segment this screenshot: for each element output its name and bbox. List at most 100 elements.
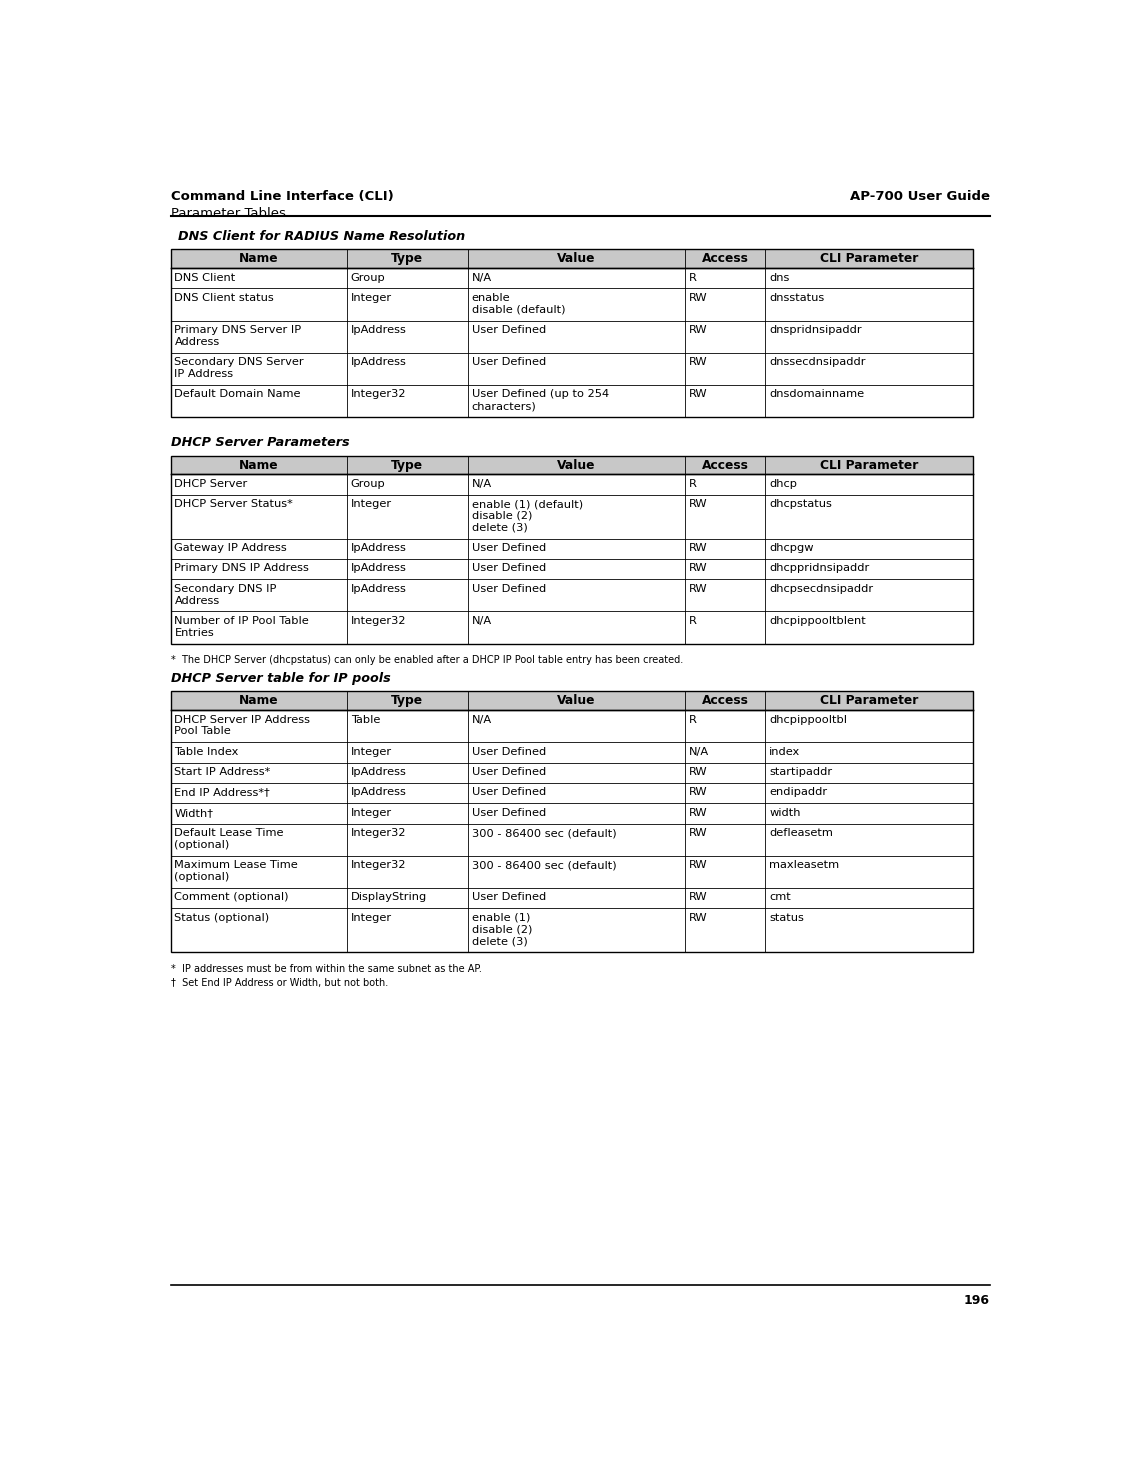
Text: Maximum Lease Time: Maximum Lease Time [175,860,298,871]
Text: IpAddress: IpAddress [351,768,406,777]
Text: defleasetm: defleasetm [769,828,833,838]
Text: Integer: Integer [351,807,392,818]
Text: User Defined: User Defined [472,787,546,797]
Text: Name: Name [239,252,279,266]
Bar [170,743,973,763]
Text: disable (default): disable (default) [472,305,566,314]
Text: RW: RW [689,860,708,871]
Text: Entries: Entries [175,628,215,637]
Text: Access: Access [702,458,749,471]
Text: index: index [769,747,800,757]
Text: DHCP Server: DHCP Server [175,479,247,489]
Text: User Defined: User Defined [472,357,546,367]
Text: Integer: Integer [351,294,392,302]
Text: Value: Value [558,458,596,471]
Text: DNS Client for RADIUS Name Resolution: DNS Client for RADIUS Name Resolution [178,230,465,244]
Text: enable (1) (default): enable (1) (default) [472,499,583,509]
Text: dhcpgw: dhcpgw [769,543,814,553]
Text: enable: enable [472,294,510,302]
Text: User Defined: User Defined [472,893,546,903]
Text: RW: RW [689,807,708,818]
Text: Name: Name [239,458,279,471]
Text: R: R [689,617,697,625]
Text: Address: Address [175,596,220,606]
Bar [170,269,973,289]
Text: Value: Value [558,694,596,708]
Text: Type: Type [392,694,423,708]
Text: R: R [689,273,697,282]
Text: Secondary DNS Server: Secondary DNS Server [175,357,304,367]
Bar [170,250,973,417]
Text: User Defined: User Defined [472,584,546,593]
Text: CLI Parameter: CLI Parameter [820,252,919,266]
Text: Command Line Interface (CLI): Command Line Interface (CLI) [170,189,393,203]
Text: IpAddress: IpAddress [351,564,406,574]
Text: startipaddr: startipaddr [769,768,832,777]
Text: Primary DNS Server IP: Primary DNS Server IP [175,324,301,335]
Text: Integer32: Integer32 [351,617,406,625]
Text: dnssecdnsipaddr: dnssecdnsipaddr [769,357,866,367]
Text: Name: Name [239,694,279,708]
Text: DNS Client: DNS Client [175,273,236,282]
Bar [170,691,973,711]
Text: RW: RW [689,357,708,367]
Bar [170,803,973,824]
Text: End IP Address*†: End IP Address*† [175,787,270,797]
Text: Status (optional): Status (optional) [175,913,270,922]
Bar [170,888,973,909]
Text: Type: Type [392,252,423,266]
Bar [170,580,973,612]
Text: RW: RW [689,787,708,797]
Text: IpAddress: IpAddress [351,357,406,367]
Text: Integer32: Integer32 [351,828,406,838]
Text: DHCP Server table for IP pools: DHCP Server table for IP pools [170,672,391,686]
Text: Address: Address [175,336,220,346]
Text: 300 - 86400 sec (default): 300 - 86400 sec (default) [472,860,616,871]
Text: R: R [689,715,697,725]
Text: cmt: cmt [769,893,791,903]
Text: width: width [769,807,800,818]
Text: dhcp: dhcp [769,479,797,489]
Text: User Defined: User Defined [472,543,546,553]
Text: Type: Type [392,458,423,471]
Text: DNS Client status: DNS Client status [175,294,274,302]
Text: User Defined: User Defined [472,807,546,818]
Text: dnsdomainname: dnsdomainname [769,389,865,399]
Text: Access: Access [702,252,749,266]
Text: IpAddress: IpAddress [351,787,406,797]
Text: endipaddr: endipaddr [769,787,828,797]
Bar [170,612,973,643]
Text: Comment (optional): Comment (optional) [175,893,289,903]
Text: RW: RW [689,499,708,509]
Bar [170,782,973,803]
Text: User Defined (up to 254: User Defined (up to 254 [472,389,609,399]
Text: disable (2): disable (2) [472,511,532,521]
Text: Integer: Integer [351,499,392,509]
Text: dhcppridnsipaddr: dhcppridnsipaddr [769,564,869,574]
Text: Integer32: Integer32 [351,860,406,871]
Text: AP-700 User Guide: AP-700 User Guide [850,189,990,203]
Text: IP Address: IP Address [175,368,234,379]
Text: Number of IP Pool Table: Number of IP Pool Table [175,617,309,625]
Text: Integer32: Integer32 [351,389,406,399]
Text: dns: dns [769,273,789,282]
Bar [170,559,973,580]
Text: User Defined: User Defined [472,324,546,335]
Text: dnsstatus: dnsstatus [769,294,824,302]
Bar [170,691,973,953]
Text: RW: RW [689,584,708,593]
Text: disable (2): disable (2) [472,925,532,935]
Text: dhcpippooltbl: dhcpippooltbl [769,715,847,725]
Text: dhcpsecdnsipaddr: dhcpsecdnsipaddr [769,584,874,593]
Text: IpAddress: IpAddress [351,324,406,335]
Bar [170,824,973,856]
Text: (optional): (optional) [175,840,229,850]
Text: User Defined: User Defined [472,564,546,574]
Text: CLI Parameter: CLI Parameter [820,458,919,471]
Text: DisplayString: DisplayString [351,893,427,903]
Text: RW: RW [689,389,708,399]
Bar [170,763,973,782]
Bar [170,455,973,643]
Text: characters): characters) [472,401,536,411]
Text: (optional): (optional) [175,872,229,882]
